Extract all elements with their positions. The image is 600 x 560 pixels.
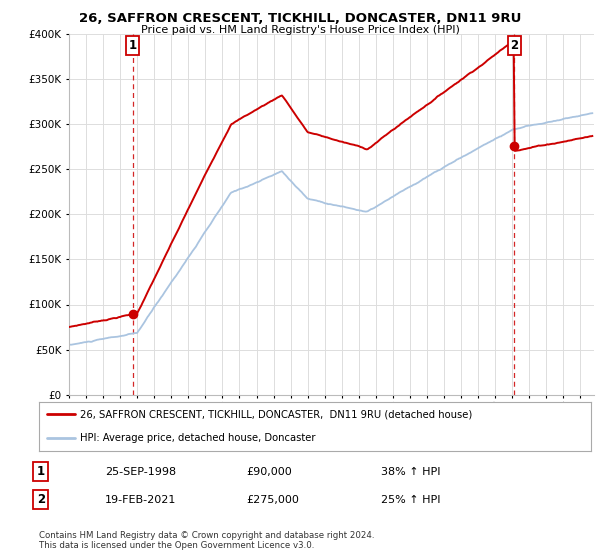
Text: 25% ↑ HPI: 25% ↑ HPI xyxy=(381,494,440,505)
Text: 2: 2 xyxy=(37,493,45,506)
Text: 26, SAFFRON CRESCENT, TICKHILL, DONCASTER,  DN11 9RU (detached house): 26, SAFFRON CRESCENT, TICKHILL, DONCASTE… xyxy=(80,409,473,419)
Text: 26, SAFFRON CRESCENT, TICKHILL, DONCASTER, DN11 9RU: 26, SAFFRON CRESCENT, TICKHILL, DONCASTE… xyxy=(79,12,521,25)
Text: 19-FEB-2021: 19-FEB-2021 xyxy=(105,494,176,505)
Text: 2: 2 xyxy=(511,39,518,52)
Text: Contains HM Land Registry data © Crown copyright and database right 2024.
This d: Contains HM Land Registry data © Crown c… xyxy=(39,531,374,550)
Text: 1: 1 xyxy=(128,39,137,52)
Text: 25-SEP-1998: 25-SEP-1998 xyxy=(105,466,176,477)
Text: £90,000: £90,000 xyxy=(246,466,292,477)
Text: HPI: Average price, detached house, Doncaster: HPI: Average price, detached house, Donc… xyxy=(80,433,316,443)
Text: 38% ↑ HPI: 38% ↑ HPI xyxy=(381,466,440,477)
Text: 1: 1 xyxy=(37,465,45,478)
Text: Price paid vs. HM Land Registry's House Price Index (HPI): Price paid vs. HM Land Registry's House … xyxy=(140,25,460,35)
Text: £275,000: £275,000 xyxy=(246,494,299,505)
